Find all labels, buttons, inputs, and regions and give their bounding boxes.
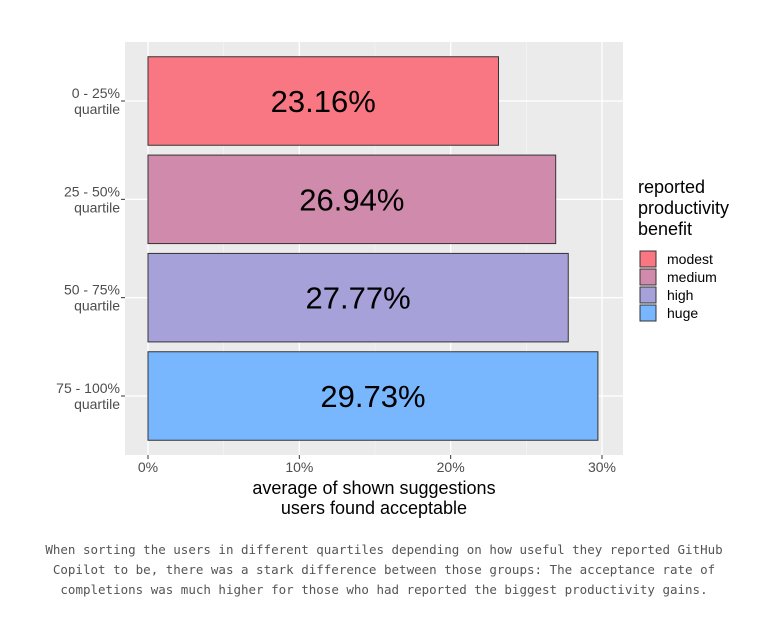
figure-caption: When sorting the users in different quar… xyxy=(45,542,723,597)
data-label: 29.73% xyxy=(320,379,425,414)
legend-swatch-medium xyxy=(639,268,657,286)
y-tick-label: 50 - 75% quartile xyxy=(64,282,120,314)
y-tick-label: 25 - 50% quartile xyxy=(64,183,120,215)
bar-modest xyxy=(147,56,499,146)
x-tick-label: 30% xyxy=(588,459,616,475)
y-tick-label: 75 - 100% quartile xyxy=(56,380,120,412)
data-label: 26.94% xyxy=(299,182,404,217)
legend-label: huge xyxy=(667,305,698,321)
bar-huge xyxy=(147,351,599,441)
legend-label: medium xyxy=(667,269,717,285)
x-tick-label: 10% xyxy=(285,459,313,475)
legend-swatch-high xyxy=(639,286,657,304)
legend-swatch-huge xyxy=(639,304,657,322)
bar-medium xyxy=(147,154,557,245)
x-tick-label: 20% xyxy=(437,459,465,475)
bar-high xyxy=(147,252,569,343)
data-label: 23.16% xyxy=(271,84,376,119)
x-tick-label: 0% xyxy=(138,459,158,475)
legend-title: reported productivity benefit xyxy=(638,177,729,239)
legend-label: high xyxy=(667,287,693,303)
legend-swatch-modest xyxy=(639,250,657,268)
bar-chart: 0% 10% 20% 30% 0 - 25% quartile 25 - 50% quarti… xyxy=(56,42,729,518)
y-tick-label: 0 - 25% quartile xyxy=(72,85,120,117)
legend-label: modest xyxy=(667,251,713,267)
data-label: 27.77% xyxy=(306,281,411,316)
x-axis-title: average of shown suggestions users found … xyxy=(252,478,495,518)
